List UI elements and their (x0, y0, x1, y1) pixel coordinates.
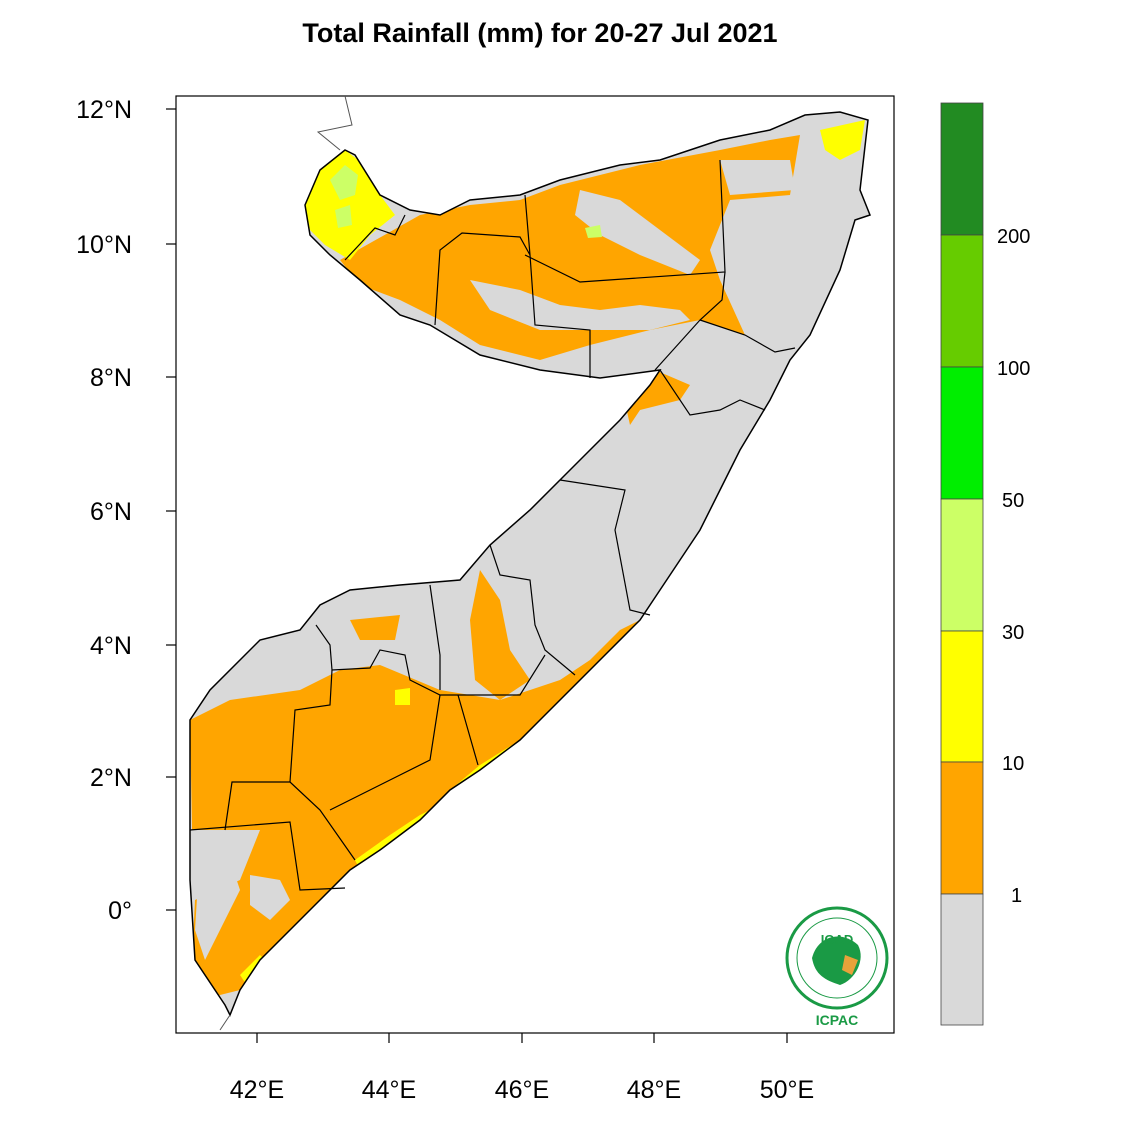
map-title: Total Rainfall (mm) for 20-27 Jul 2021 (302, 18, 778, 48)
colorbar-bin-50-100 (940, 366, 984, 500)
neighbour-borders (219, 95, 353, 1031)
colorbar (940, 102, 984, 1026)
logo-bottom-text: ICPAC (816, 1012, 859, 1028)
igad-icpac-logo-icon: IGAD ICPAC (785, 906, 889, 1028)
colorbar-label-10: 10 (1002, 753, 1024, 775)
colorbar-label-50: 50 (1002, 490, 1024, 512)
lat-tick-8: 8°N (90, 364, 132, 392)
colorbar-bin-100-200 (940, 234, 984, 368)
colorbar-label-200: 200 (997, 226, 1030, 248)
colorbar-bin-1-10 (940, 761, 984, 895)
lon-tick-50: 50°E (760, 1076, 814, 1104)
lat-tick-2: 2°N (90, 764, 132, 792)
rain-bin-lt1-patches (195, 160, 795, 960)
lat-tick-0: 0° (108, 897, 132, 925)
lat-tick-4: 4°N (90, 632, 132, 660)
lon-tick-44: 44°E (362, 1076, 416, 1104)
colorbar-bin-30-50 (940, 498, 984, 632)
rain-bin-1-10 (190, 135, 800, 1000)
logo-top-text: IGAD (821, 932, 854, 947)
lon-tick-48: 48°E (627, 1076, 681, 1104)
axis-ticks (166, 108, 788, 1043)
regional-boundaries (189, 159, 796, 891)
lat-tick-12: 12°N (76, 96, 132, 124)
colorbar-bin-gt200 (940, 102, 984, 236)
colorbar-label-1: 1 (1011, 885, 1022, 907)
colorbar-label-30: 30 (1002, 622, 1024, 644)
colorbar-label-100: 100 (997, 358, 1030, 380)
colorbar-bin-10-30 (940, 630, 984, 763)
rain-bin-30-50 (330, 165, 602, 238)
lon-tick-46: 46°E (495, 1076, 549, 1104)
lat-tick-6: 6°N (90, 498, 132, 526)
lon-tick-42: 42°E (230, 1076, 284, 1104)
colorbar-bin-lt1 (940, 893, 984, 1026)
lat-tick-10: 10°N (76, 231, 132, 259)
